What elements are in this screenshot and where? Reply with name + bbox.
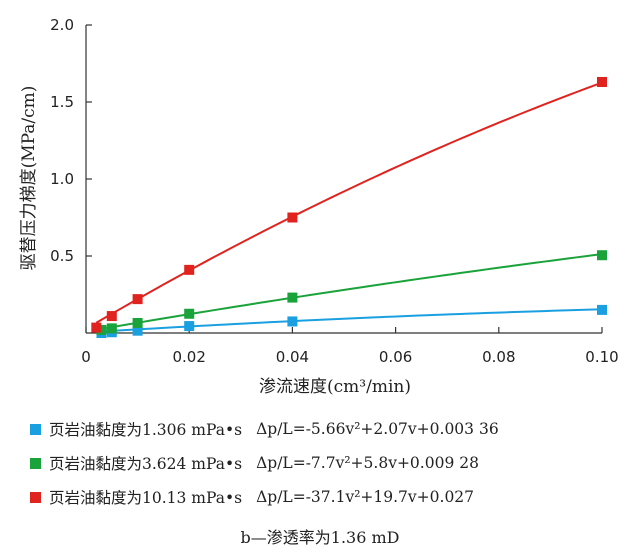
figure-caption: b—渗透率为1.36 mD (240, 528, 400, 547)
x-tick-label: 0.10 (585, 348, 618, 366)
series-line-2 (95, 81, 603, 324)
data-point (106, 323, 117, 334)
data-point (287, 292, 298, 303)
legend-swatch-icon (30, 457, 41, 469)
data-point (96, 324, 107, 335)
x-axis-title: 渗流速度(cm³/min) (259, 377, 411, 397)
y-axis-title: 驱替压力梯度(MPa/cm) (19, 86, 39, 271)
series-points (91, 76, 607, 338)
x-tick-label: 0.02 (172, 348, 205, 366)
y-tick-label: 2.0 (50, 16, 74, 34)
series-lines (95, 81, 603, 333)
legend-equation: Δp/L=-7.7v²+5.8v+0.009 28 (256, 454, 479, 472)
data-point (597, 250, 607, 261)
data-point (91, 322, 102, 333)
legend-item: 页岩油黏度为3.624 mPa•s Δp/L=-7.7v²+5.8v+0.009… (30, 446, 630, 480)
data-point (184, 321, 195, 332)
data-point (287, 212, 298, 223)
legend-equation: Δp/L=-5.66v²+2.07v+0.003 36 (256, 420, 499, 438)
legend-item: 页岩油黏度为10.13 mPa•s Δp/L=-37.1v²+19.7v+0.0… (30, 480, 630, 514)
data-point (184, 264, 195, 275)
legend: 页岩油黏度为1.306 mPa•s Δp/L=-5.66v²+2.07v+0.0… (30, 412, 630, 514)
data-point (597, 76, 607, 87)
x-tick-label: 0.08 (482, 348, 515, 366)
legend-series-name: 页岩油黏度为1.306 mPa•s (49, 421, 243, 439)
x-tick-label: 0.06 (379, 348, 412, 366)
data-point (184, 308, 195, 319)
legend-equation: Δp/L=-37.1v²+19.7v+0.027 (256, 488, 475, 506)
x-tick-label: 0.04 (276, 348, 309, 366)
data-point (287, 316, 298, 327)
axes: 0 0.02 0.04 0.06 0.08 0.10 0.5 1.0 1.5 2.0 (50, 16, 619, 366)
chart: 0 0.02 0.04 0.06 0.08 0.10 0.5 1.0 1.5 2.0 驱替压力梯度… (19, 16, 619, 397)
data-point (597, 304, 607, 315)
data-point (132, 294, 143, 305)
data-point (132, 325, 143, 336)
y-tick-label: 1.0 (50, 170, 74, 188)
legend-series-name: 页岩油黏度为3.624 mPa•s (49, 455, 243, 473)
y-tick-label: 1.5 (50, 93, 74, 111)
y-tick-label: 0.5 (50, 247, 74, 265)
x-tick-label: 0 (81, 348, 91, 366)
legend-item: 页岩油黏度为1.306 mPa•s Δp/L=-5.66v²+2.07v+0.0… (30, 412, 630, 446)
series-line-0 (101, 308, 603, 333)
legend-swatch-icon (30, 423, 41, 435)
data-point (132, 317, 143, 328)
legend-swatch-icon (30, 491, 41, 503)
data-point (106, 311, 117, 322)
legend-series-name: 页岩油黏度为10.13 mPa•s (49, 489, 243, 507)
